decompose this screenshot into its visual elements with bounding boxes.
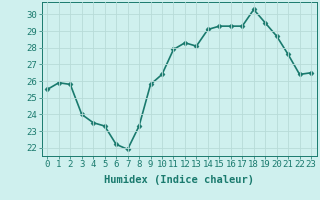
X-axis label: Humidex (Indice chaleur): Humidex (Indice chaleur) [104, 175, 254, 185]
